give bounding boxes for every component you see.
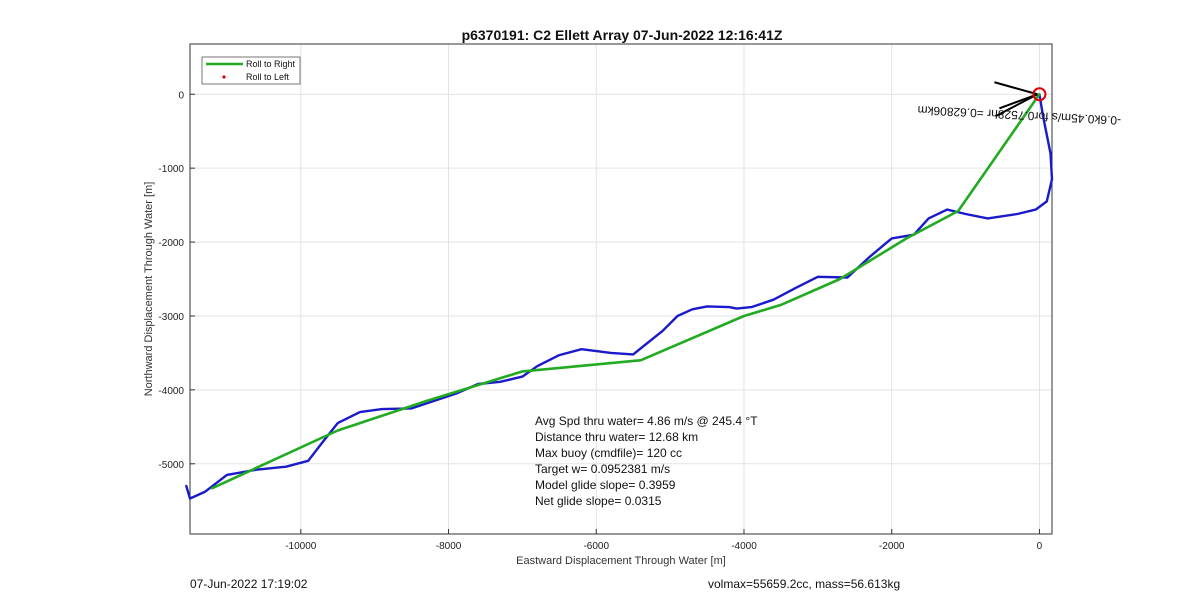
grid — [190, 44, 1052, 534]
legend-swatch-dot — [222, 75, 226, 79]
stat-line: Target w= 0.0952381 m/s — [535, 462, 670, 476]
plot-frame — [189, 43, 1053, 535]
legend-label: Roll to Left — [246, 72, 290, 82]
y-tick-label: -1000 — [158, 164, 184, 175]
legend: Roll to Right Roll to Left — [201, 56, 301, 85]
y-tick-label: 0 — [178, 90, 184, 101]
footer-info: volmax=55659.2cc, mass=56.613kg — [708, 577, 901, 591]
y-tick-label: -5000 — [158, 460, 184, 471]
legend-box — [201, 56, 301, 85]
series-line-track — [185, 93, 1054, 500]
stat-line: Avg Spd thru water= 4.86 m/s @ 245.4 °T — [535, 414, 758, 428]
heading-arrow-line — [994, 81, 1038, 96]
series-line-roll-to-right — [210, 93, 1041, 490]
end-marker-circle — [1032, 87, 1047, 102]
x-tick-label: -10000 — [285, 541, 317, 552]
chart-title: p6370191: C2 Ellett Array 07-Jun-2022 12… — [462, 27, 783, 43]
heading-arrow-line — [999, 93, 1038, 110]
x-tick-label: -2000 — [879, 541, 905, 552]
x-tick-label: -4000 — [731, 541, 757, 552]
x-tick-label: -6000 — [583, 541, 609, 552]
stat-line: Max buoy (cmdfile)= 120 cc — [535, 446, 682, 460]
tick-layer: -10000 -8000 -6000 -4000 -2000 0-5000-4000-30… — [158, 90, 1042, 552]
stat-line: Net glide slope= 0.0315 — [535, 494, 662, 508]
stat-line: Model glide slope= 0.3959 — [535, 478, 676, 492]
footer-timestamp: 07-Jun-2022 17:19:02 — [190, 577, 308, 591]
stat-line: Distance thru water= 12.68 km — [535, 430, 698, 444]
y-axis-label: Northward Displacement Through Water [m] — [143, 182, 155, 397]
stats-block: Avg Spd thru water= 4.86 m/s @ 245.4 °T D… — [535, 414, 758, 508]
y-tick-label: -4000 — [158, 386, 184, 397]
y-tick-label: -3000 — [158, 312, 184, 323]
x-tick-label: 0 — [1037, 541, 1043, 552]
legend-label: Roll to Right — [246, 59, 296, 69]
x-axis-label: Eastward Displacement Through Water [m] — [516, 555, 726, 567]
y-tick-label: -2000 — [158, 238, 184, 249]
x-tick-label: -8000 — [436, 541, 462, 552]
heading-arrow-line — [994, 93, 1038, 118]
